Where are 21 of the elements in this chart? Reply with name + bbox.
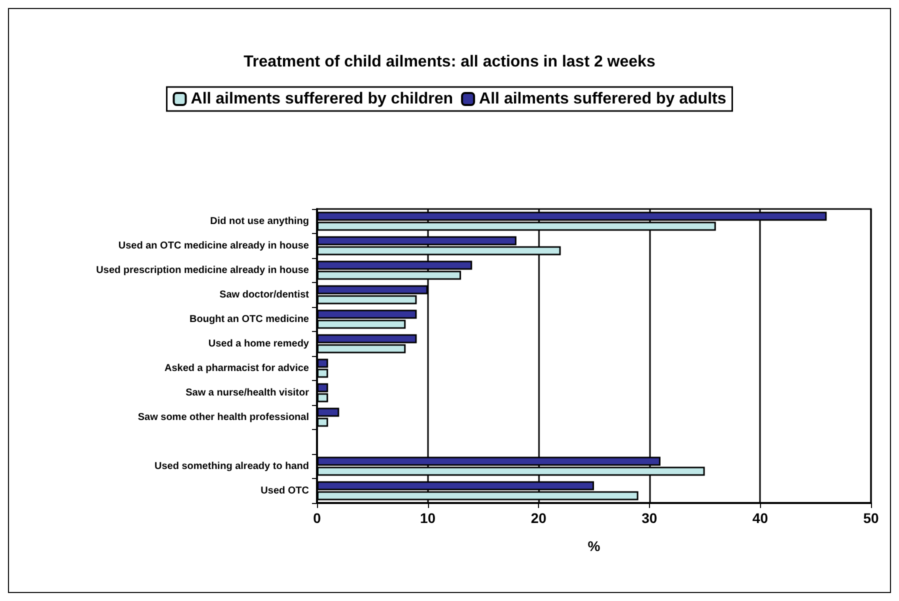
y-tick-label: Asked a pharmacist for advice	[164, 362, 310, 374]
legend-label: All ailments sufferered by children	[190, 90, 454, 108]
y-tick-label: Saw a nurse/health visitor	[186, 387, 310, 398]
y-tick-label: Used prescription medicine already in house	[96, 264, 310, 276]
y-tick-label: Used something already to hand	[154, 460, 309, 472]
x-tick-label: 20	[530, 510, 547, 526]
x-tick-label: 50	[863, 510, 879, 526]
chart-title: Treatment of child ailments: all actions in last 2 weeks	[244, 54, 656, 70]
y-tick-label: Did not use anything	[210, 216, 309, 227]
y-tick-label: Used an OTC medicine already in house	[118, 240, 310, 252]
y-tick-label: Bought an OTC medicine	[190, 314, 310, 325]
x-tick-label: 40	[752, 510, 768, 526]
y-tick-label: Saw some other health professional	[138, 412, 310, 423]
x-tick-label: 10	[420, 510, 436, 526]
y-tick-label: Saw doctor/dentist	[220, 289, 310, 300]
legend-label: All ailments sufferered by adults	[479, 90, 726, 108]
x-tick-label: 0	[313, 510, 322, 526]
y-tick-label: Used a home remedy	[208, 338, 310, 350]
y-tick-label: Used OTC	[260, 485, 309, 496]
x-tick-label: 30	[642, 510, 658, 526]
x-axis-title: %	[588, 538, 601, 554]
